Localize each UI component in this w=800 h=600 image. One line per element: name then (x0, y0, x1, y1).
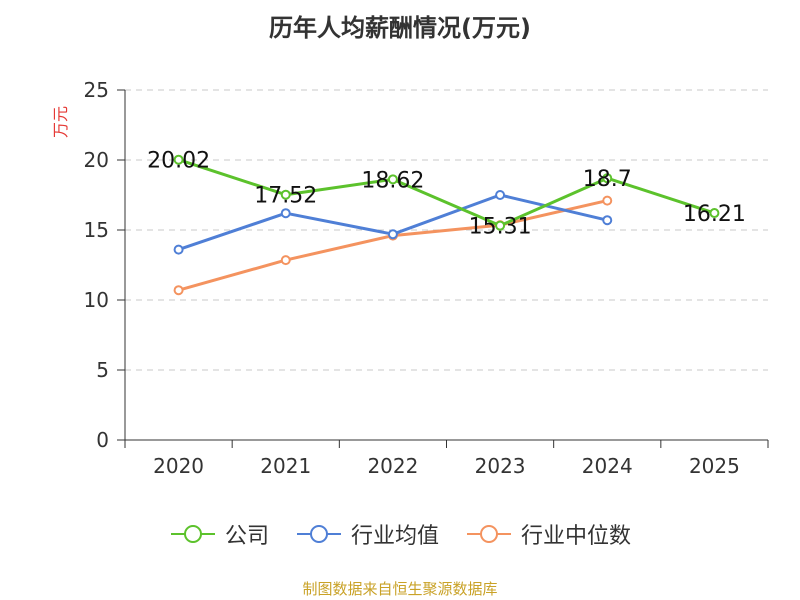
data-point-0-2024[interactable] (602, 173, 613, 184)
data-point-1-2021[interactable] (280, 208, 291, 219)
y-tick-label-15: 15 (84, 218, 109, 242)
data-label-2021: 17.52 (254, 184, 317, 209)
data-point-0-2021[interactable] (280, 189, 291, 200)
x-tick-label-2021: 2021 (260, 454, 311, 478)
legend-marker-company (170, 525, 215, 543)
legend-item-company[interactable]: 公司 (169, 518, 269, 550)
source-note: 制图数据来自恒生聚源数据库 (302, 580, 498, 598)
chart-title: 历年人均薪酬情况(万元) (269, 14, 531, 42)
series-line-2 (178, 199, 608, 292)
series-line-1 (178, 193, 608, 252)
data-point-0-2023[interactable] (495, 220, 506, 231)
y-tick-label-5: 5 (96, 358, 109, 382)
legend-label-industry-median: 行业中位数 (521, 524, 632, 549)
data-label-2022: 18.62 (361, 168, 424, 193)
data-labels: 20.02 17.52 18.62 15.31 18.7 16.21 (147, 149, 746, 240)
data-point-0-2020[interactable] (173, 154, 184, 165)
data-label-2025: 16.21 (683, 202, 746, 227)
data-label-2024: 18.7 (583, 167, 632, 192)
x-tick-label-2025: 2025 (689, 454, 740, 478)
legend-item-industry-avg[interactable]: 行业均值 (295, 518, 439, 550)
data-point-2-2021[interactable] (280, 255, 291, 266)
x-tick-label-2020: 2020 (153, 454, 204, 478)
legend-marker-industry-median (467, 525, 511, 543)
data-point-1-2023[interactable] (495, 190, 506, 200)
data-point-2-2020[interactable] (173, 285, 184, 296)
y-tick-label-10: 10 (84, 288, 109, 312)
series-lines (173, 154, 720, 296)
x-tick-label-2024: 2024 (582, 454, 633, 478)
y-tick-label-25: 25 (84, 78, 109, 102)
y-axis-label: 万元 (51, 106, 70, 138)
data-point-1-2020[interactable] (173, 244, 184, 255)
legend-label-industry-avg: 行业均值 (350, 524, 439, 549)
x-tick-label-2022: 2022 (367, 454, 418, 478)
legend-label-company: 公司 (224, 524, 269, 549)
data-point-1-2022[interactable] (387, 229, 398, 240)
data-point-0-2025[interactable] (709, 208, 720, 219)
x-tick-label-2023: 2023 (475, 454, 526, 478)
y-tick-label-20: 20 (84, 148, 109, 172)
data-point-2-2024[interactable] (602, 195, 613, 206)
legend: 公司 行业均值 行业中位数 (0, 518, 800, 550)
data-label-2020: 20.02 (147, 149, 210, 174)
series-line-0 (178, 158, 715, 228)
data-point-0-2022[interactable] (387, 174, 398, 185)
y-tick-label-0: 0 (96, 428, 109, 452)
data-point-1-2024[interactable] (602, 215, 613, 226)
data-label-2023: 15.31 (469, 215, 532, 240)
legend-item-industry-median[interactable]: 行业中位数 (465, 518, 631, 550)
legend-marker-industry-avg (296, 525, 341, 543)
